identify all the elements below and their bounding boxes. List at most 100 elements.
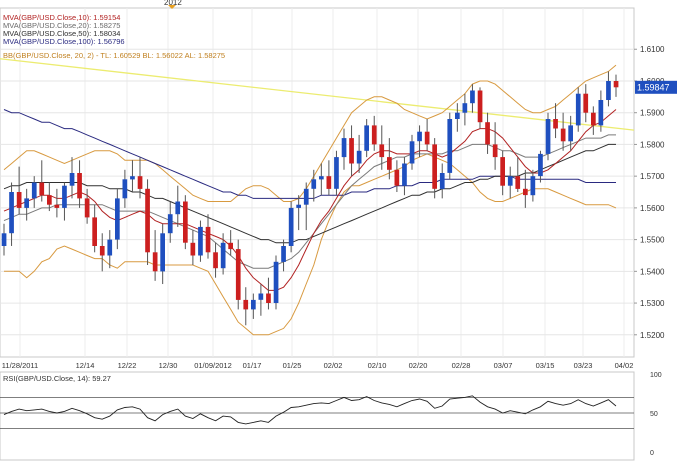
candle-body <box>439 173 445 189</box>
candle-body <box>107 239 113 256</box>
candle <box>530 169 536 202</box>
candle <box>485 112 490 154</box>
date-tick-label: 03/15 <box>536 361 555 370</box>
candle-body <box>31 182 37 199</box>
rsi-tick-label: 100 <box>650 372 662 379</box>
mva10-line <box>3 109 617 291</box>
candle <box>190 230 196 265</box>
candle-body <box>137 176 143 189</box>
candle <box>92 204 97 253</box>
candle <box>160 223 165 285</box>
candle <box>288 201 294 253</box>
candlesticks <box>1 71 619 326</box>
candle-body <box>606 81 611 100</box>
candle-body <box>507 176 513 186</box>
price-tick-label: 1.5800 <box>640 140 665 149</box>
price-tick-label: 1.5500 <box>640 236 665 245</box>
candle-body <box>167 214 173 234</box>
candle <box>47 182 52 212</box>
candle-body <box>99 246 105 256</box>
candle-body <box>530 176 536 196</box>
candle-body <box>356 150 362 164</box>
price-tick-label: 1.5400 <box>640 267 665 276</box>
candle <box>175 185 181 227</box>
candle-body <box>575 93 581 126</box>
candle <box>409 134 415 170</box>
legend-mva20: MVA(GBP/USD.Close,20): 1.58275 <box>3 21 120 30</box>
candle <box>447 112 453 180</box>
candle-body <box>379 144 385 158</box>
candle <box>167 201 173 243</box>
candle-body <box>598 100 604 126</box>
candle-body <box>198 226 203 256</box>
candle <box>334 150 339 196</box>
candle <box>500 150 505 196</box>
candle-body <box>538 153 543 177</box>
price-tick-label: 1.5900 <box>640 109 665 118</box>
year-label: 2012 <box>164 0 182 7</box>
candle-body <box>228 242 233 250</box>
candle <box>115 188 120 250</box>
candle-body <box>417 131 422 142</box>
candle-body <box>16 192 22 208</box>
candle <box>424 119 430 151</box>
candle-body <box>492 144 498 158</box>
candle <box>62 182 67 221</box>
candle <box>560 112 566 151</box>
candle <box>235 239 241 310</box>
candle-body <box>220 242 226 269</box>
candle-body <box>175 201 181 215</box>
candle <box>606 71 611 107</box>
candle-body <box>371 125 377 145</box>
candle-body <box>553 119 558 129</box>
moving-averages <box>3 109 617 291</box>
candle-body <box>303 188 309 205</box>
candle-body <box>591 112 596 126</box>
candle-body <box>470 90 475 104</box>
candle <box>371 115 377 151</box>
date-tick-label: 12/30 <box>159 361 178 370</box>
candle-body <box>266 293 271 303</box>
candle <box>507 166 513 199</box>
candle-body <box>349 138 354 164</box>
candle <box>152 230 158 281</box>
candle-body <box>84 198 90 218</box>
price-tick-label: 1.6100 <box>640 45 665 54</box>
candle <box>220 233 226 275</box>
candle-body <box>568 125 573 142</box>
candle-body <box>364 125 369 151</box>
candle-body <box>432 144 437 189</box>
candle-body <box>462 103 468 113</box>
candle-body <box>311 179 317 189</box>
date-tick-label: 02/28 <box>452 361 471 370</box>
candle <box>492 122 498 170</box>
candle-body <box>69 173 75 186</box>
candle-body <box>326 176 332 189</box>
candle <box>523 169 528 208</box>
candle-body <box>92 217 97 246</box>
date-tick-label: 01/17 <box>243 361 262 370</box>
candle <box>266 277 271 310</box>
candle-body <box>560 128 566 142</box>
candle <box>1 223 7 256</box>
date-tick-label: 03/23 <box>574 361 593 370</box>
candle-body <box>213 252 218 269</box>
candle-body <box>77 173 82 199</box>
candle <box>417 125 422 158</box>
candle <box>198 220 203 262</box>
candle-body <box>273 261 279 303</box>
candle-body <box>205 226 211 253</box>
candle-body <box>319 176 324 180</box>
candle <box>341 128 347 170</box>
candle <box>553 103 558 139</box>
candle <box>432 138 437 199</box>
candle <box>24 188 29 221</box>
date-tick-label: 12/22 <box>118 361 137 370</box>
candle <box>145 179 150 265</box>
candle-body <box>424 131 430 145</box>
price-tick-label: 1.5300 <box>640 299 665 308</box>
candle-body <box>190 242 196 256</box>
candle-body <box>341 138 347 158</box>
candle <box>54 188 60 218</box>
